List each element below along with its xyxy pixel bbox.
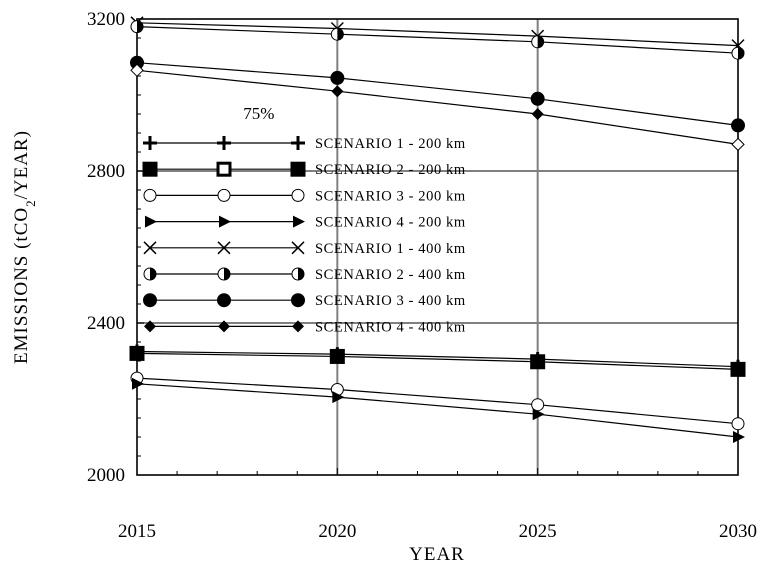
legend-entry: SCENARIO 3 - 400 km [143, 293, 466, 309]
circle-open-marker [731, 417, 745, 431]
circle-half-marker [291, 267, 305, 281]
plus-marker [291, 136, 305, 150]
series-line [136, 26, 739, 54]
legend: SCENARIO 1 - 200 km SCENARIO 2 - 200 km SC… [142, 136, 466, 335]
square-filled-marker [730, 361, 746, 377]
series-5 [130, 16, 745, 53]
series-6 [130, 20, 745, 60]
x-marker [291, 241, 305, 255]
circle-half-marker [217, 267, 231, 281]
circle-filled-marker [330, 70, 345, 85]
circle-filled-marker [143, 293, 157, 308]
triangle-right-marker [332, 391, 345, 404]
plus-marker [217, 136, 231, 150]
legend-label: SCENARIO 2 - 200 km [315, 162, 466, 178]
legend-entry: SCENARIO 2 - 400 km [143, 267, 466, 283]
annotation-75-percent: 75% [243, 104, 274, 123]
diamond-marker [531, 108, 544, 120]
series-line [136, 62, 739, 126]
square-open-marker [216, 161, 232, 177]
circle-half-marker [731, 46, 745, 60]
series-line [136, 22, 739, 47]
circle-open-marker [217, 188, 231, 202]
series-line [136, 350, 739, 368]
diamond-open-marker [731, 137, 745, 152]
x-marker [143, 241, 157, 255]
circle-open-marker [291, 188, 305, 202]
circle-half-marker [143, 267, 157, 281]
legend-entry: SCENARIO 4 - 200 km [145, 215, 466, 231]
x-tick-label: 2030 [719, 521, 757, 542]
series-3 [130, 371, 745, 431]
circle-filled-marker [291, 293, 305, 308]
circle-filled-marker [130, 55, 144, 70]
y-tick-label: 2800 [87, 161, 125, 182]
circle-half-marker [531, 35, 545, 49]
square-filled-marker [530, 354, 546, 370]
series-4 [132, 377, 745, 443]
legend-entry: SCENARIO 4 - 400 km [144, 319, 466, 335]
y-axis-title: EMISSIONS (tCO2/YEAR) [11, 130, 38, 364]
diamond-marker [331, 85, 344, 98]
legend-label: SCENARIO 3 - 200 km [315, 188, 466, 204]
legend-label: SCENARIO 4 - 200 km [315, 215, 466, 231]
triangle-right-marker [145, 215, 157, 228]
x-marker [217, 241, 231, 255]
diamond-marker [218, 320, 230, 333]
plus-marker [143, 136, 157, 150]
triangle-right-marker [733, 431, 745, 443]
legend-entry: SCENARIO 3 - 200 km [143, 188, 466, 204]
series-line [136, 383, 739, 438]
series-layer [129, 16, 746, 443]
square-filled-marker [129, 345, 145, 361]
legend-label: SCENARIO 2 - 400 km [315, 267, 466, 283]
triangle-right-marker [532, 408, 545, 421]
series-7 [130, 55, 745, 133]
x-axis-title: YEAR [409, 544, 465, 565]
legend-entry: SCENARIO 1 - 400 km [143, 241, 466, 257]
x-tick-label: 2020 [318, 521, 356, 542]
circle-filled-marker [731, 118, 745, 133]
y-tick-label: 2000 [87, 465, 125, 486]
series-line [136, 69, 739, 145]
series-line [136, 377, 739, 425]
legend-entry: SCENARIO 2 - 200 km [142, 161, 466, 178]
diamond-open-marker [130, 63, 144, 78]
y-tick-label: 3200 [87, 9, 125, 30]
circle-filled-marker [217, 293, 231, 308]
series-line [136, 352, 739, 370]
series-2 [129, 345, 746, 377]
square-filled-marker [142, 161, 158, 177]
triangle-right-marker [293, 215, 305, 228]
legend-label: SCENARIO 1 - 200 km [315, 136, 466, 152]
diamond-marker [292, 320, 304, 333]
circle-open-marker [143, 188, 157, 202]
circle-half-marker [130, 20, 144, 34]
square-filled-marker [329, 348, 345, 364]
square-filled-marker [290, 161, 306, 177]
circle-half-marker [330, 27, 344, 41]
legend-label: SCENARIO 1 - 400 km [315, 241, 466, 257]
y-tick-label: 2400 [87, 313, 125, 334]
triangle-right-marker [219, 215, 231, 228]
series-8 [130, 63, 745, 152]
x-tick-label: 2015 [118, 521, 156, 542]
tick-labels: 2000 2400 2800 3200 2015 2020 2025 2030 [87, 9, 757, 542]
legend-label: SCENARIO 4 - 400 km [315, 319, 466, 335]
x-tick-label: 2025 [519, 521, 557, 542]
triangle-right-marker [132, 377, 144, 390]
legend-label: SCENARIO 3 - 400 km [315, 293, 466, 309]
circle-filled-marker [530, 91, 545, 106]
diamond-marker [144, 320, 156, 333]
legend-entry: SCENARIO 1 - 200 km [143, 136, 466, 152]
